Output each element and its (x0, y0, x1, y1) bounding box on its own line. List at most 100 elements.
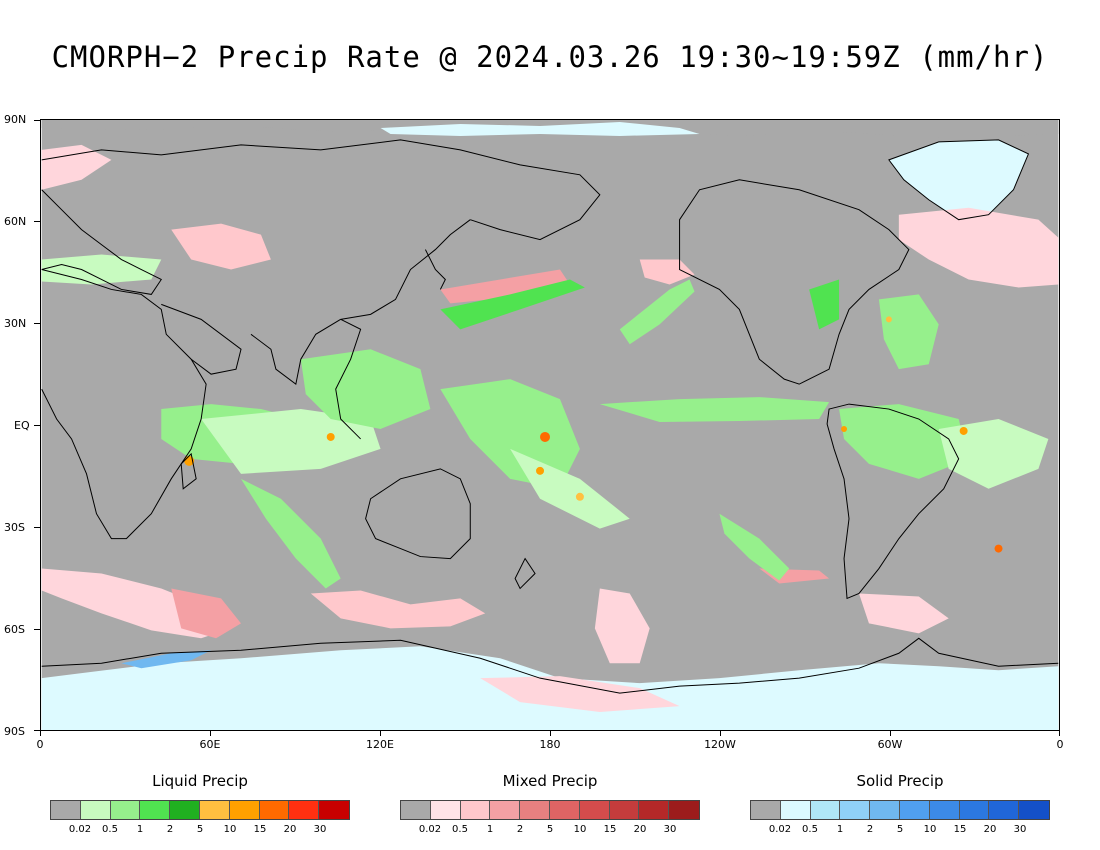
lat-tick (34, 323, 40, 324)
legend-swatch (520, 801, 550, 819)
legend-swatch (319, 801, 349, 819)
mixed-antarctic-coast (480, 676, 680, 713)
lon-label-180: 180 (539, 738, 561, 751)
legend-swatch (51, 801, 81, 819)
legend-swatch (870, 801, 900, 819)
legend-swatch (199, 801, 230, 819)
legend-swatch (929, 801, 960, 819)
legend-swatch (579, 801, 610, 819)
coast-se-asia (335, 318, 362, 440)
legend-swatch (170, 801, 200, 819)
lon-tick (40, 731, 41, 736)
legend-swatch (609, 801, 640, 819)
lat-label-60s: 60S (4, 623, 25, 636)
coast-india (250, 318, 341, 386)
lon-label-120w: 120W (704, 738, 736, 751)
liquid-s-indian-band (241, 478, 341, 589)
map-title: CMORPH−2 Precip Rate @ 2024.03.26 19:30~… (51, 40, 1049, 74)
liquid-w-pacific (440, 379, 580, 489)
coast-australia (365, 468, 471, 560)
cell-amazon (841, 425, 848, 432)
liquid-n-pacific-front (440, 279, 585, 330)
legend-swatch (810, 801, 841, 819)
lat-label-90s: 90S (4, 725, 25, 738)
coast-madagascar (180, 452, 197, 490)
lon-tick (550, 731, 551, 736)
lon-tick (380, 731, 381, 736)
legend-swatch (460, 801, 491, 819)
liquid-s-atlantic (938, 419, 1049, 489)
legend-tick-label: 2 (166, 824, 174, 835)
antarctic-blue-patch (121, 650, 212, 669)
legend-swatch (840, 801, 871, 819)
legend-bar-mixed (400, 800, 700, 820)
lon-label-0: 0 (36, 738, 44, 751)
coast-s-america (826, 403, 960, 600)
lon-label-120e: 120E (366, 738, 394, 751)
mixed-europe (41, 144, 112, 190)
legend-swatch (1019, 801, 1049, 819)
coast-eurasia-north (41, 139, 601, 241)
mixed-s-indian (171, 588, 242, 639)
cell-pacific-3 (575, 492, 584, 501)
lat-label-eq: EQ (14, 419, 30, 432)
legend-swatch (80, 801, 111, 819)
lon-tick (210, 731, 211, 736)
legend-title-mixed: Mixed Precip (502, 772, 598, 790)
cell-pacific-1 (540, 431, 550, 442)
legend-title-solid: Solid Precip (856, 772, 944, 790)
legend-tick-label: 1 (486, 824, 494, 835)
lon-label-60e: 60E (199, 738, 221, 751)
cell-brazil-1 (959, 426, 968, 435)
lat-tick (34, 730, 40, 731)
legend-tick-label: 0.02 (768, 824, 792, 835)
lat-tick (34, 221, 40, 222)
legend-tick-label: 5 (196, 824, 204, 835)
legend-tick-label: 10 (223, 824, 237, 835)
cell-borneo (326, 432, 335, 441)
legend-tick-label: 10 (923, 824, 937, 835)
legend-tick-label: 10 (573, 824, 587, 835)
liquid-precip-layer (41, 254, 1049, 589)
legend-tick-label: 1 (836, 824, 844, 835)
legend-swatch (289, 801, 320, 819)
legend-swatch (110, 801, 141, 819)
legend-swatch (430, 801, 461, 819)
legend-swatch (229, 801, 260, 819)
legend-tick-label: 0.5 (452, 824, 468, 835)
greenland-snow (888, 139, 1029, 220)
legend-swatch (989, 801, 1020, 819)
coast-europe-west (41, 189, 163, 295)
mixed-n-pacific (440, 269, 570, 304)
legend-tick-label: 20 (283, 824, 297, 835)
coast-japan (424, 249, 446, 290)
legend-tick-label: 0.02 (68, 824, 92, 835)
liquid-indian-ocean (201, 409, 381, 474)
legend-swatch (751, 801, 781, 819)
legend-tick-label: 15 (953, 824, 967, 835)
lat-tick (34, 527, 40, 528)
liquid-maritime-continent (300, 349, 431, 429)
legend-tick-label: 15 (603, 824, 617, 835)
precip-map-panel (40, 119, 1060, 731)
mixed-s-pacific (594, 588, 650, 664)
coastlines (41, 139, 1059, 694)
legend-tick-label: 30 (1013, 824, 1027, 835)
coast-china (340, 219, 471, 320)
liquid-amazon (839, 404, 969, 479)
legend-tick-label: 30 (663, 824, 677, 835)
lat-label-90n: 90N (4, 113, 27, 126)
mixed-precip-layer (41, 144, 1059, 713)
legend-tick-label: 5 (896, 824, 904, 835)
liquid-us-east (809, 279, 840, 330)
legend-swatch (259, 801, 290, 819)
lat-tick (34, 629, 40, 630)
liquid-atlantic-storm (878, 294, 939, 370)
legend-swatch (490, 801, 521, 819)
legend-bar-solid (750, 800, 1050, 820)
legend-swatch (669, 801, 699, 819)
lon-label-0-end: 0 (1056, 738, 1064, 751)
liquid-e-pacific-itcz (599, 397, 830, 423)
coast-antarctica (41, 637, 1059, 694)
lat-tick (34, 120, 40, 121)
